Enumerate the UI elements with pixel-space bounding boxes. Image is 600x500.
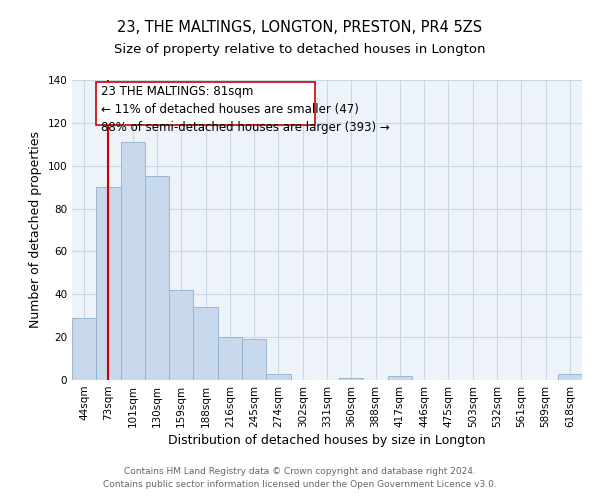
Text: Size of property relative to detached houses in Longton: Size of property relative to detached ho… [114, 42, 486, 56]
Bar [72, 318, 96, 380]
Bar [558, 374, 582, 380]
Bar [193, 307, 218, 380]
Bar [96, 187, 121, 380]
Y-axis label: Number of detached properties: Number of detached properties [29, 132, 42, 328]
FancyBboxPatch shape [96, 82, 315, 125]
Bar [145, 176, 169, 380]
Bar [339, 378, 364, 380]
Bar [121, 142, 145, 380]
Bar [266, 374, 290, 380]
Bar [218, 337, 242, 380]
Bar [388, 376, 412, 380]
Bar [242, 340, 266, 380]
Bar [169, 290, 193, 380]
Text: Contains HM Land Registry data © Crown copyright and database right 2024.: Contains HM Land Registry data © Crown c… [124, 467, 476, 476]
X-axis label: Distribution of detached houses by size in Longton: Distribution of detached houses by size … [168, 434, 486, 447]
Text: Contains public sector information licensed under the Open Government Licence v3: Contains public sector information licen… [103, 480, 497, 489]
Text: 23 THE MALTINGS: 81sqm
← 11% of detached houses are smaller (47)
88% of semi-det: 23 THE MALTINGS: 81sqm ← 11% of detached… [101, 85, 390, 134]
Text: 23, THE MALTINGS, LONGTON, PRESTON, PR4 5ZS: 23, THE MALTINGS, LONGTON, PRESTON, PR4 … [118, 20, 482, 35]
